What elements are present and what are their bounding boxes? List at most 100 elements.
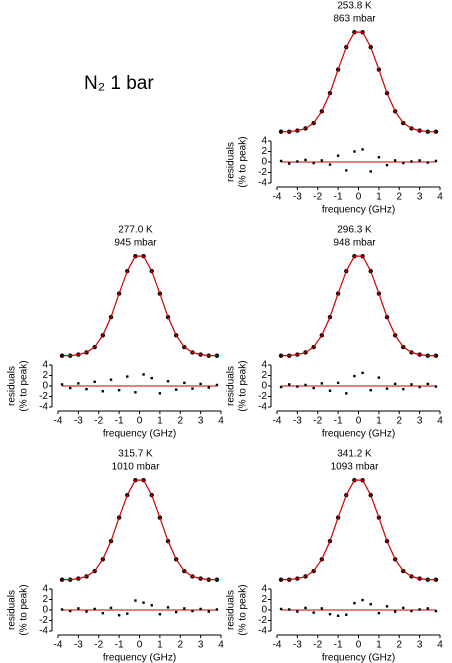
residual-point [369,170,372,173]
profile-point [214,577,220,582]
residual-point [215,383,219,387]
residual-point [296,610,299,613]
y-axis-label: residuals [7,366,18,406]
residual-point [369,389,372,392]
x-axis-label: frequency (GHz) [103,653,176,663]
x-tick-label: -1 [334,640,343,651]
y-tick-label: 0 [42,381,48,392]
x-axis-label: frequency (GHz) [322,653,395,663]
y-axis-label: (% to peak) [238,584,249,635]
x-tick-label: -3 [74,416,83,427]
residual-point [288,383,291,386]
residual-point [361,371,364,375]
residual-point [328,389,332,392]
x-tick-label: 3 [198,416,204,427]
x-tick-label: -2 [94,416,103,427]
x-tick-label: -2 [313,192,322,203]
x-tick-label: -2 [94,640,103,651]
residual-point [93,607,96,611]
x-tick-label: 0 [356,192,362,203]
x-tick-label: 2 [177,640,183,651]
y-axis-label: (% to peak) [238,136,249,187]
fit-line [62,479,217,581]
residual-point [353,601,356,605]
y-tick-label: 0 [261,605,267,616]
residual-point [166,380,170,383]
residual-point [418,385,421,389]
residual-point [426,161,429,164]
fit-line [281,31,436,133]
residual-point [77,607,80,610]
x-tick-label: -3 [293,640,302,651]
residual-point [126,612,129,615]
x-tick-label: 3 [417,192,423,203]
residual-point [134,599,137,602]
x-tick-label: -3 [293,416,302,427]
y-axis-label: (% to peak) [19,584,30,635]
residual-point [166,606,170,609]
y-tick-label: 2 [42,594,48,605]
residual-point [345,613,348,616]
residual-point [279,607,283,611]
residual-point [60,608,64,611]
temperature: 341.2 K [337,449,372,460]
residual-point [345,169,348,172]
x-axis-label: frequency (GHz) [103,429,176,440]
residual-point [393,159,397,162]
residual-point [377,376,381,379]
residual-point [312,611,315,614]
residual-point [158,613,162,616]
residual-point [336,381,340,385]
residual-point [385,387,389,390]
y-tick-label: 4 [42,360,48,371]
x-tick-label: -3 [74,640,83,651]
x-tick-label: 1 [157,640,163,651]
y-tick-label: -4 [258,178,267,189]
residual-point [426,607,429,610]
residual-point [191,387,194,390]
x-tick-label: 1 [376,640,382,651]
profile-point [59,353,65,358]
x-tick-label: 4 [437,640,443,651]
x-tick-label: 0 [137,416,143,427]
residual-point [174,388,178,391]
residual-point [77,382,80,385]
residual-point [109,378,113,381]
residual-point [418,608,421,611]
residual-point [207,610,210,613]
residual-point [361,148,364,151]
x-tick-label: 1 [157,416,163,427]
residual-point [434,385,438,388]
residual-point [174,610,178,614]
residual-point [328,613,332,616]
fit-line [62,255,217,357]
x-tick-label: -4 [273,416,282,427]
x-tick-label: 4 [437,192,443,203]
y-axis-label: (% to peak) [238,360,249,411]
residual-point [353,150,356,153]
residual-point [85,610,88,613]
residual-point [93,380,96,383]
residual-point [158,392,162,395]
x-tick-label: 2 [396,192,402,203]
profile-point [278,353,284,358]
residual-point [288,608,291,611]
residual-point [336,614,340,617]
residual-point [377,611,381,615]
residual-point [426,382,429,386]
profile-point [433,129,439,134]
y-tick-label: -2 [39,615,48,626]
x-tick-label: -2 [313,416,322,427]
x-tick-label: 3 [198,640,204,651]
residual-point [191,609,194,613]
residual-point [296,160,299,163]
x-tick-label: 4 [218,416,224,427]
residual-point [199,382,202,386]
y-tick-label: -4 [39,626,48,637]
residual-point [434,609,438,613]
y-axis-label: residuals [7,590,18,630]
residual-point [336,154,340,157]
residual-point [320,159,324,162]
residual-point [418,159,421,162]
y-tick-label: -2 [258,615,267,626]
